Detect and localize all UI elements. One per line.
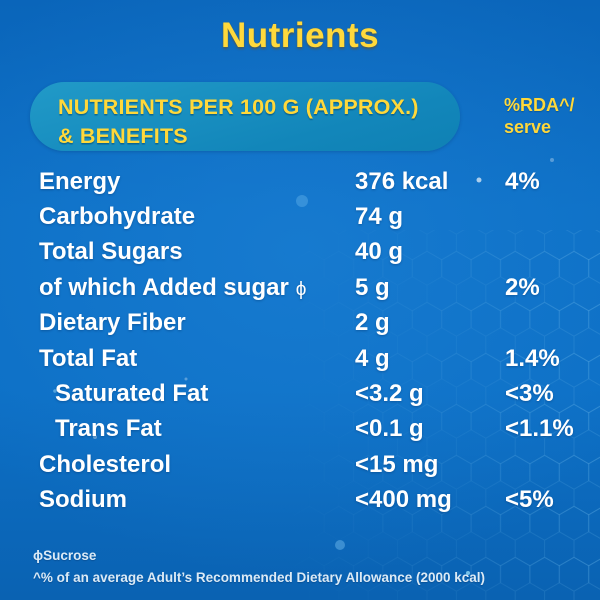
table-row: Total Fat 4 g 1.4%	[0, 341, 600, 376]
nutrient-value: 5 g	[355, 273, 390, 301]
nutrient-rda: 2%	[505, 273, 540, 301]
nutrient-rda: <5%	[505, 486, 554, 514]
table-row: Dietary Fiber 2 g	[0, 306, 600, 341]
table-header-text: NUTRIENTS PER 100 G (APPROX.) & BENEFITS	[30, 82, 460, 150]
nutrient-rda: 4%	[505, 167, 540, 195]
nutrient-label: Carbohydrate	[39, 203, 196, 231]
nutrient-value: 4 g	[355, 344, 390, 372]
nutrient-label: Energy	[39, 167, 121, 195]
table-header-line2: & BENEFITS	[58, 123, 188, 148]
rda-header-line2: serve	[504, 117, 552, 137]
nutrient-value: 376 kcal	[355, 167, 449, 195]
footnote-sucrose: ϕSucrose	[33, 548, 97, 563]
table-row: Carbohydrate 74 g	[0, 199, 600, 234]
nutrient-label: Cholesterol	[39, 450, 172, 478]
nutrient-label: Dietary Fiber	[39, 309, 186, 337]
nutrient-value: 74 g	[355, 203, 404, 231]
nutrient-label: Total Sugars	[39, 238, 183, 266]
table-row: Energy 376 kcal 4%	[0, 164, 600, 199]
nutrient-rda: 1.4%	[505, 344, 560, 372]
nutrient-label: Saturated Fat	[55, 380, 209, 408]
rda-header-line1: %RDA^/	[504, 95, 575, 115]
table-header-pill: NUTRIENTS PER 100 G (APPROX.) & BENEFITS	[30, 82, 460, 151]
nutrient-label: Trans Fat	[55, 415, 162, 443]
nutrient-rda: <1.1%	[505, 415, 574, 443]
nutrient-value: <15 mg	[355, 450, 439, 478]
table-header-line1: NUTRIENTS PER 100 G (APPROX.)	[58, 95, 419, 119]
table-row: Saturated Fat <3.2 g <3%	[0, 376, 600, 411]
nutrient-label: of which Added sugar ϕ	[39, 273, 307, 301]
rda-column-header: %RDA^/ serve	[504, 94, 575, 138]
nutrient-rda: <3%	[505, 380, 554, 408]
footnote-rda: ^% of an average Adult’s Recommended Die…	[33, 569, 486, 585]
table-row: of which Added sugar ϕ 5 g 2%	[0, 270, 600, 305]
table-row: Sodium <400 mg <5%	[0, 483, 600, 518]
table-row: Trans Fat <0.1 g <1.1%	[0, 412, 600, 447]
table-row: Cholesterol <15 mg	[0, 447, 600, 482]
nutrient-value: <0.1 g	[355, 415, 424, 443]
nutrient-value: 40 g	[355, 238, 404, 266]
nutrient-value: 2 g	[355, 309, 390, 337]
table-row: Total Sugars 40 g	[0, 235, 600, 270]
nutrient-label: Total Fat	[39, 344, 138, 372]
page-title: Nutrients	[220, 16, 380, 55]
nutrient-label: Sodium	[39, 486, 127, 514]
footnote-marker: ϕ	[295, 278, 307, 300]
nutrients-table: Energy 376 kcal 4% Carbohydrate 74 g Total Su…	[0, 164, 600, 518]
nutrient-value: <3.2 g	[355, 380, 424, 408]
nutrient-value: <400 mg	[355, 486, 452, 514]
footnotes: ϕSucrose ^% of an average Adult’s Recomm…	[33, 545, 485, 588]
